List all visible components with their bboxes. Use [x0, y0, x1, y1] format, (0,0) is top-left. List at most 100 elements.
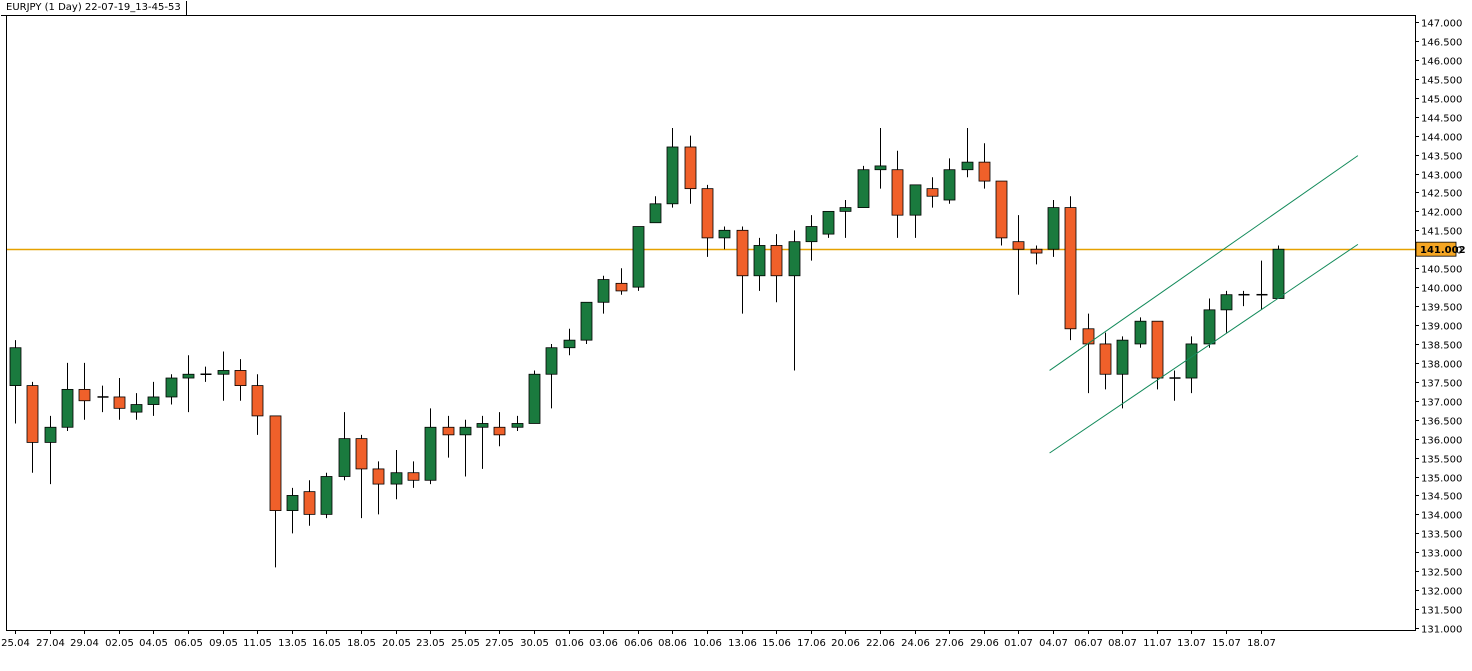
candle-body [770, 245, 783, 277]
date-tick-label: 18.05 [347, 638, 376, 649]
candle-body [857, 169, 870, 208]
date-tick-label: 11.05 [243, 638, 272, 649]
candle [476, 415, 489, 469]
candles-layer [9, 128, 1285, 568]
candle-body [701, 188, 714, 239]
date-tick-label: 17.06 [797, 638, 826, 649]
candle-body [1220, 294, 1233, 311]
price-tick-label: 137.000 [1421, 398, 1462, 409]
date-tick-label: 02.05 [105, 638, 134, 649]
candle-body [113, 396, 126, 409]
date-tick-label: 06.06 [624, 638, 653, 649]
price-tick-label: 146.500 [1421, 38, 1462, 49]
date-tick-label: 25.04 [1, 638, 30, 649]
chart-title: EURJPY (1 Day) 22-07-19_13-45-53 [1, 1, 187, 16]
candle [1220, 290, 1233, 333]
candle [372, 461, 385, 515]
candle [26, 381, 39, 473]
candle [1047, 200, 1060, 257]
candle [1203, 298, 1216, 348]
candle [303, 480, 316, 526]
date-tick-label: 24.06 [901, 638, 930, 649]
candle [563, 328, 576, 356]
date-tick-label: 09.05 [209, 638, 238, 649]
candle [822, 210, 835, 238]
candle [684, 135, 697, 204]
price-tick-label: 133.500 [1421, 530, 1462, 541]
candle-body [649, 203, 662, 224]
candle [597, 275, 610, 314]
date-tick-label: 15.07 [1212, 638, 1241, 649]
candle [251, 374, 264, 435]
candle [805, 215, 818, 261]
candle [615, 268, 628, 295]
candle [1238, 290, 1250, 307]
candle-body [788, 241, 801, 277]
candle [1082, 313, 1095, 394]
candle [234, 359, 247, 401]
date-tick-label: 11.07 [1143, 638, 1172, 649]
price-tick-label: 142.000 [1421, 208, 1462, 219]
date-tick-label: 13.07 [1177, 638, 1206, 649]
channel-upper-line [1049, 155, 1359, 371]
candle-body [355, 438, 368, 470]
price-tick-label: 136.000 [1421, 436, 1462, 447]
date-tick-label: 18.07 [1247, 638, 1276, 649]
date-tick-label: 27.04 [36, 638, 65, 649]
candle [390, 449, 403, 500]
candle [320, 472, 333, 519]
price-tick-label: 133.000 [1421, 549, 1462, 560]
candle-body [459, 426, 472, 436]
price-tick-label: 143.500 [1421, 152, 1462, 163]
candle [1169, 370, 1181, 401]
price-tick-label: 140.500 [1421, 265, 1462, 276]
candle-body [182, 373, 195, 379]
candle [1064, 196, 1077, 341]
candle-body [1099, 343, 1112, 375]
price-tick-label: 132.500 [1421, 568, 1462, 579]
price-tick-label: 139.500 [1421, 303, 1462, 314]
candle-body [563, 339, 576, 349]
candle-body [303, 491, 316, 515]
candle-body [390, 472, 403, 485]
candle [961, 128, 974, 178]
candle-body [61, 388, 74, 428]
date-tick-label: 13.06 [728, 638, 757, 649]
candle-body [909, 184, 922, 216]
date-tick-label: 16.05 [312, 638, 341, 649]
candle-body [1203, 309, 1216, 345]
candle [9, 340, 22, 424]
date-tick-label: 10.06 [693, 638, 722, 649]
candle-body [165, 377, 178, 398]
date-tick-label: 20.05 [382, 638, 411, 649]
candle [1272, 245, 1285, 299]
date-tick-label: 06.07 [1074, 638, 1103, 649]
candle-body [286, 495, 299, 511]
candle-body [615, 282, 628, 292]
candle-body [217, 370, 230, 375]
candle [528, 370, 541, 424]
price-tick-label: 137.500 [1421, 379, 1462, 390]
candle [200, 366, 212, 382]
candle [217, 351, 230, 401]
date-tick-label: 22.06 [866, 638, 895, 649]
candle [943, 158, 956, 204]
candle-body [753, 245, 766, 277]
candle-body [528, 373, 541, 424]
candle [736, 226, 749, 314]
candle [1030, 245, 1043, 265]
price-tick-label: 140.000 [1421, 284, 1462, 295]
candle [1012, 215, 1025, 295]
candle-body [147, 396, 160, 405]
date-axis: 25.04 27.04 29.04 02.05 04.05 06.05 09.05 11.05… [1, 630, 1276, 649]
candle-body [234, 370, 247, 387]
price-tick-label: 139.000 [1421, 322, 1462, 333]
date-tick-label: 03.06 [589, 638, 618, 649]
candle [511, 415, 524, 432]
plot-border [6, 15, 1416, 631]
date-tick-label: 13.05 [278, 638, 307, 649]
candle-body [874, 165, 887, 171]
candle-body [718, 229, 731, 239]
candle [165, 374, 178, 405]
